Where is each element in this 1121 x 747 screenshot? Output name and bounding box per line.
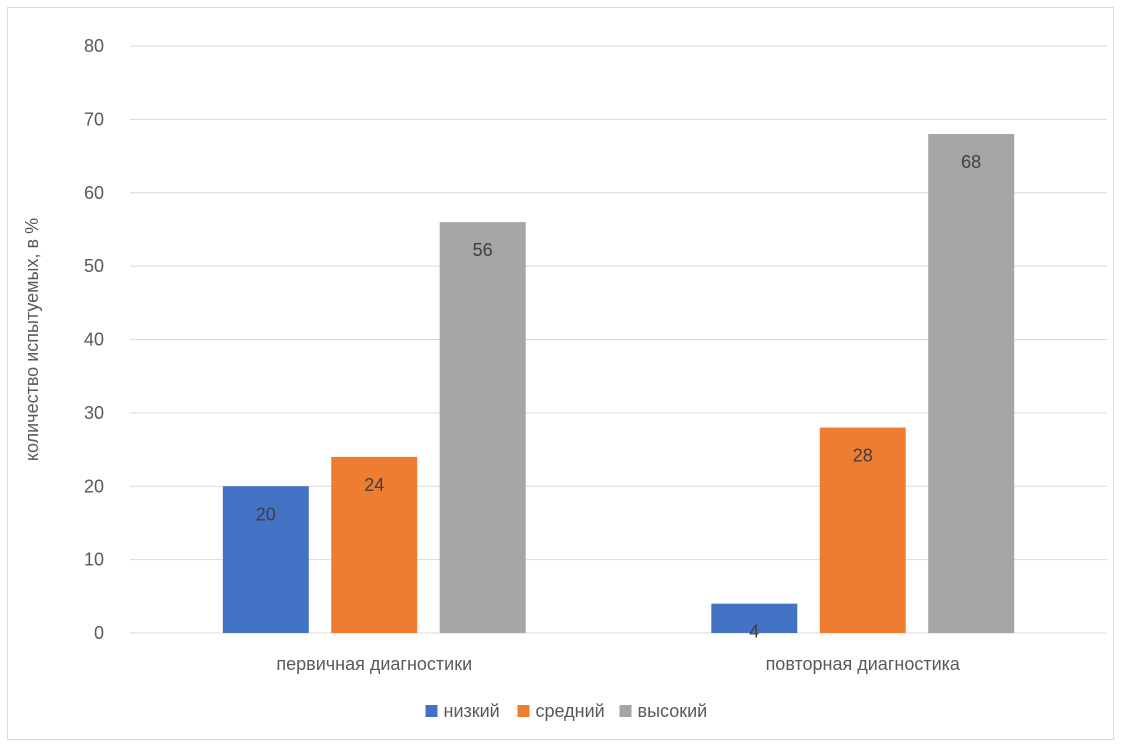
- y-tick-label: 0: [94, 623, 104, 643]
- data-label: 20: [256, 504, 276, 524]
- bar: [331, 456, 418, 633]
- x-category-label: повторная диагностика: [766, 654, 961, 674]
- legend-swatch: [425, 705, 438, 717]
- data-label: 24: [364, 475, 384, 495]
- x-axis-categories: первичная диагностики повторная диагности…: [276, 654, 961, 674]
- bar: [928, 134, 1015, 634]
- legend: низкий средний высокий: [425, 701, 708, 721]
- y-tick-label: 60: [84, 183, 104, 203]
- bar: [819, 427, 906, 633]
- data-label: 68: [961, 152, 981, 172]
- y-tick-label: 80: [84, 36, 104, 56]
- legend-swatch: [619, 705, 632, 717]
- x-category-label: первичная диагностики: [276, 654, 472, 674]
- y-tick-label: 50: [84, 256, 104, 276]
- legend-swatch: [517, 705, 530, 717]
- y-axis-title: количество испытуемых, в %: [22, 218, 42, 461]
- data-label: 28: [853, 446, 873, 466]
- y-tick-label: 30: [84, 403, 104, 423]
- y-tick-label: 10: [84, 550, 104, 570]
- data-label: 4: [749, 622, 759, 642]
- legend-label: высокий: [638, 701, 708, 721]
- legend-label: средний: [536, 701, 605, 721]
- bar: [439, 222, 526, 633]
- data-labels: 20 24 56 4 28 68: [256, 152, 981, 642]
- y-tick-label: 70: [84, 109, 104, 129]
- legend-label: низкий: [444, 701, 500, 721]
- bar: [711, 603, 798, 633]
- y-tick-label: 40: [84, 330, 104, 350]
- y-tick-label: 20: [84, 476, 104, 496]
- data-label: 56: [473, 240, 493, 260]
- bar: [222, 486, 309, 633]
- bars: [222, 134, 1015, 634]
- y-axis-ticks: 0 10 20 30 40 50 60 70 80: [84, 36, 104, 643]
